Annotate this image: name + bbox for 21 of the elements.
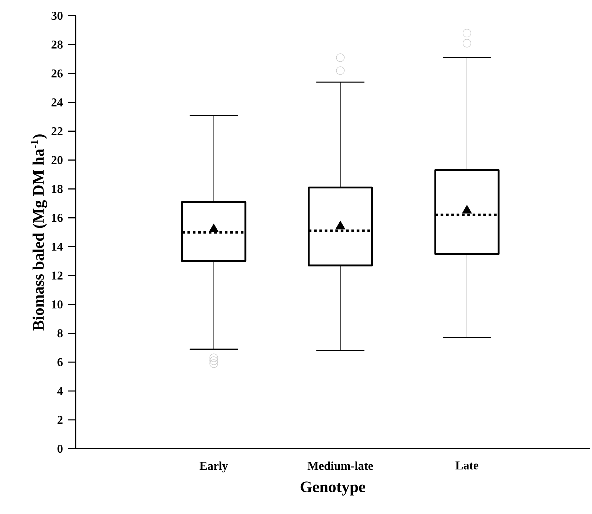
y-tick-label: 26 — [52, 70, 63, 78]
y-tick-label: 22 — [52, 127, 63, 136]
y-tick-label: 20 — [52, 156, 63, 164]
y-tick-label: 0 — [58, 444, 63, 454]
y-tick-label: 14 — [52, 242, 64, 251]
y-tick-label: 18 — [52, 185, 63, 194]
y-tick-label: 10 — [52, 300, 63, 309]
y-tick-label: 4 — [57, 387, 64, 396]
y-tick-label: 24 — [52, 98, 64, 107]
x-axis-title: Genotype — [300, 482, 366, 496]
x-tick-label: Medium-late — [308, 462, 374, 470]
y-tick-label: 12 — [52, 272, 63, 280]
x-tick-label: Late — [456, 462, 479, 470]
y-tick-label: 2 — [58, 416, 63, 424]
y-tick-label: 8 — [58, 329, 63, 338]
x-tick-label: Early — [200, 462, 228, 473]
y-tick-label: 16 — [52, 214, 63, 222]
y-axis-title: Biomass baled (Mg DM ha$^{-1}$) — [31, 134, 48, 331]
y-tick-label: 28 — [52, 40, 63, 49]
y-tick-label: 30 — [52, 12, 63, 20]
y-tick-label: 6 — [58, 358, 63, 366]
